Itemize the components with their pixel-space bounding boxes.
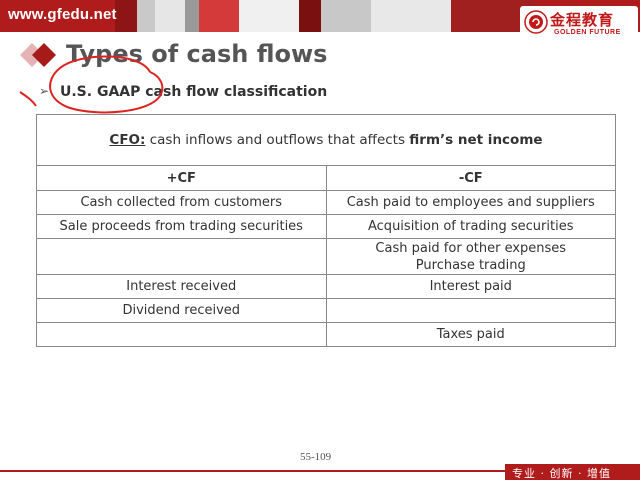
- plus-cell: Sale proceeds from trading securities: [36, 214, 327, 239]
- minus-cell: Cash paid for other expenses Purchase tr…: [325, 238, 616, 275]
- plus-cell: Dividend received: [36, 298, 327, 323]
- cfo-label: CFO:: [109, 131, 146, 148]
- diamond-bullet-icon: [20, 43, 56, 67]
- top-banner: www.gfedu.net: [0, 0, 640, 32]
- table-row: Sale proceeds from trading securities Ac…: [36, 214, 616, 239]
- table-row: Taxes paid: [36, 322, 616, 347]
- cfo-bold-text: firm’s net income: [409, 131, 543, 148]
- table-row: Dividend received: [36, 298, 616, 323]
- minus-cell-line: Cash paid for other expenses: [375, 240, 567, 256]
- site-url: www.gfedu.net: [8, 6, 117, 23]
- footer-slogan-box: [505, 464, 640, 480]
- table-row: Cash paid for other expenses Purchase tr…: [36, 238, 616, 275]
- plus-cell: [36, 322, 327, 347]
- minus-cell: Cash paid to employees and suppliers: [325, 190, 616, 215]
- table-row: Cash collected from customers Cash paid …: [36, 190, 616, 215]
- plus-cell: Cash collected from customers: [36, 190, 327, 215]
- footer-line: [0, 470, 505, 472]
- plus-cell: Interest received: [36, 274, 327, 299]
- cfo-text: cash inflows and outflows that affects: [145, 131, 410, 148]
- minus-cell: Acquisition of trading securities: [325, 214, 616, 239]
- slide-title: Types of cash flows: [66, 40, 328, 68]
- cash-flow-table: CFO: cash inflows and outflows that affe…: [36, 114, 616, 347]
- plus-cell: [36, 238, 327, 275]
- subtitle-bullet-icon: ➢: [39, 84, 50, 98]
- cfo-definition-row: CFO: cash inflows and outflows that affe…: [36, 114, 616, 166]
- minus-cell: Interest paid: [325, 274, 616, 299]
- minus-cell: [325, 298, 616, 323]
- company-logo: 金程教育 GOLDEN FUTURE: [520, 6, 638, 50]
- minus-cell: Taxes paid: [325, 322, 616, 347]
- logo-seal-icon: [524, 10, 548, 34]
- table-header-row: +CF -CF: [36, 165, 616, 191]
- page-number: 55-109: [300, 451, 332, 463]
- logo-english-text: GOLDEN FUTURE: [554, 29, 621, 36]
- banner-stripes: [115, 0, 535, 32]
- cfo-definition-cell: CFO: cash inflows and outflows that affe…: [36, 114, 616, 166]
- column-header-plus: +CF: [36, 165, 327, 191]
- minus-cell-line: Purchase trading: [415, 257, 526, 273]
- logo-chinese-text: 金程教育: [550, 11, 615, 29]
- slide-subtitle: U.S. GAAP cash flow classification: [60, 84, 328, 100]
- footer-bar: [0, 464, 640, 480]
- table-row: Interest received Interest paid: [36, 274, 616, 299]
- footer-slogan: 专业 · 创新 · 增值: [512, 467, 611, 480]
- column-header-minus: -CF: [325, 165, 616, 191]
